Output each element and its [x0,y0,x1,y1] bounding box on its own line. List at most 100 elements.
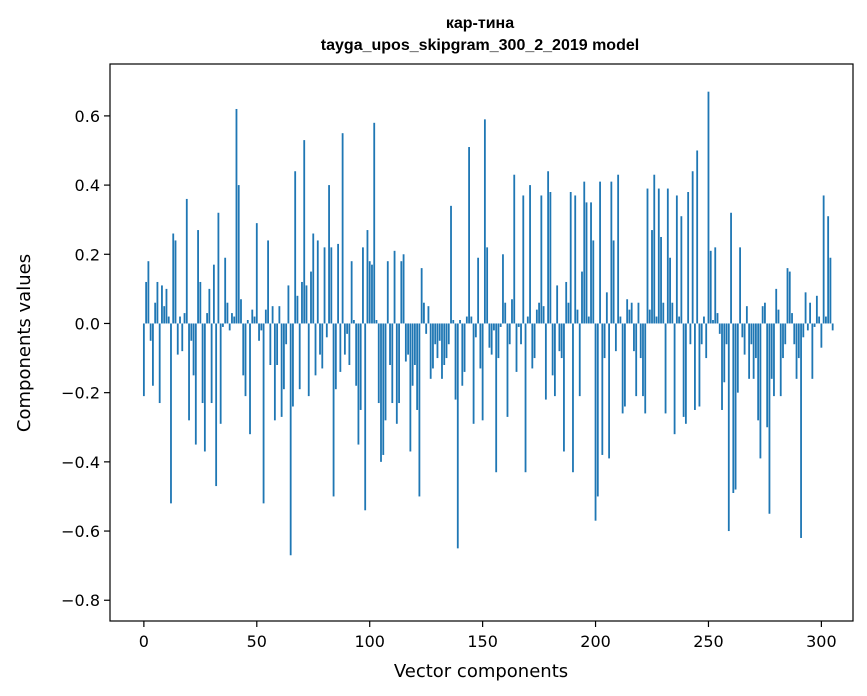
bar [614,323,617,352]
bar [743,323,746,355]
bar [675,195,678,324]
bar [217,212,220,324]
x-axis-ticks: 0 50 100 150 200 250 300 [139,621,837,651]
bar [258,323,260,341]
bar [565,281,568,324]
bar [481,323,484,421]
bar [278,306,281,324]
bar [633,323,635,352]
x-tick-label: 300 [806,632,837,651]
bar [520,323,522,345]
bar [262,323,265,504]
bar [438,323,441,341]
bar [511,299,513,324]
bar [219,323,222,424]
bar [655,316,658,324]
bar [657,188,660,324]
bar [328,185,330,324]
bar [330,247,333,324]
bar [402,254,405,324]
bar [748,323,751,379]
bar [626,299,629,324]
bar [716,313,719,324]
bar [813,323,816,327]
bar [736,323,739,393]
bar [310,271,312,324]
bar [544,323,547,400]
bar [463,323,466,372]
bar [788,271,791,324]
bar [296,295,299,324]
bar [687,192,690,324]
x-tick-label: 200 [580,632,611,651]
bar [348,323,351,365]
bar [590,202,592,324]
bar [542,306,545,324]
bar [592,240,595,324]
bar [572,323,574,473]
bar [176,323,179,355]
bar [404,323,407,362]
bar [364,323,367,511]
bar [617,174,620,324]
bar [639,323,642,359]
bar [612,240,615,324]
bar [651,230,653,324]
bar [678,316,681,324]
bar [443,323,446,365]
bar [745,306,748,324]
bar [506,323,509,417]
bar [375,320,378,324]
bar [831,323,834,331]
bar [368,261,371,324]
bar [691,171,694,324]
bar [400,261,403,324]
bar [576,309,579,324]
bar [179,316,181,324]
bar [149,323,152,341]
bar [237,185,240,324]
bar [779,323,782,397]
bar [301,281,303,324]
bars-group [142,91,834,556]
bar [181,323,184,352]
bar [305,285,308,324]
bar [797,323,800,359]
bar [513,174,516,324]
bar [287,285,290,324]
bar [483,119,486,324]
bar [346,323,349,334]
bar [563,323,565,452]
bar [621,323,624,414]
bar [786,268,789,324]
bar [292,323,294,407]
x-tick-label: 50 [247,632,267,651]
bar [334,323,337,390]
bar [298,323,301,390]
bar [822,195,825,324]
bar [398,323,400,404]
bar [165,288,168,324]
bar [581,271,583,324]
y-tick-label: −0.4 [61,453,100,472]
bar [599,181,601,324]
bar [246,320,249,324]
bar [260,323,263,331]
bar [382,323,385,455]
bar [587,316,590,324]
bar [601,323,604,455]
bar [669,257,671,324]
bar [635,323,638,397]
bar [479,323,482,369]
bar [486,247,489,324]
bar [337,243,339,324]
bar [784,323,787,345]
y-tick-label: 0.2 [75,245,100,264]
bar [240,299,242,324]
bar [267,240,269,324]
bar [461,323,464,386]
bar [203,323,206,452]
y-tick-label: 0.0 [75,314,100,333]
bar [608,323,610,459]
bar [727,323,730,532]
